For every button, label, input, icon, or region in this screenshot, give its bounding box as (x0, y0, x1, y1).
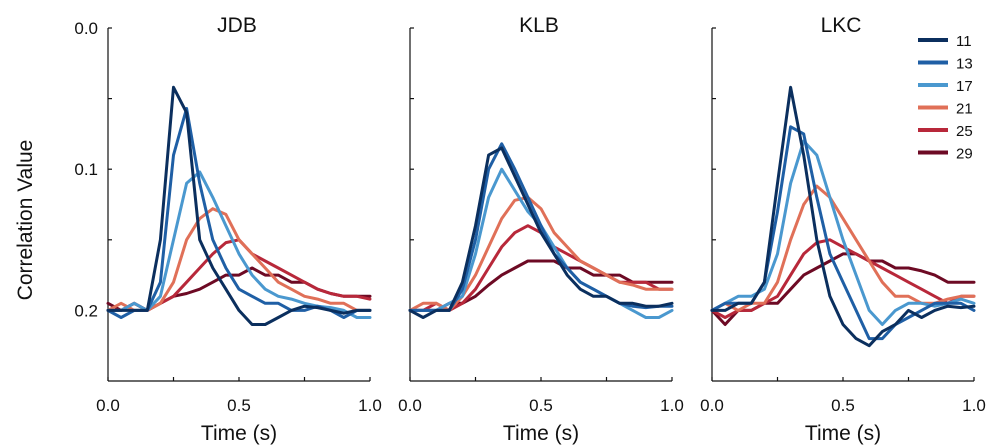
panel-lkc: 0.0 0.5 1.0 Time (s) LKC (700, 14, 986, 445)
series-line-25 (710, 238, 976, 319)
figure-ylabel: Correlation Value (14, 140, 37, 301)
series-line-13 (106, 107, 372, 319)
series-line-17 (106, 170, 372, 319)
legend-label-29: 29 (956, 146, 973, 163)
y-tick-label: 0.0 (74, 19, 98, 38)
legend: 11 13 17 21 25 29 (918, 33, 973, 163)
series-line-29 (710, 252, 976, 326)
series-line-17 (408, 167, 674, 319)
series-line-11 (710, 85, 976, 348)
legend-label-13: 13 (956, 56, 973, 73)
series-line-25 (408, 224, 674, 312)
x-tick-label: 1.0 (962, 396, 986, 415)
x-axis-title: Time (s) (201, 422, 277, 445)
y-tick-label: 0.1 (74, 160, 98, 179)
panel-jdb: 0.0 0.1 0.2 0.0 0.5 1.0 Time (s) JDB (74, 14, 381, 445)
panel-title: KLB (519, 14, 559, 37)
panel-klb: 0.0 0.5 1.0 Time (s) KLB (398, 14, 684, 445)
series-line-11 (408, 146, 674, 319)
legend-label-11: 11 (956, 33, 972, 50)
x-tick-label: 0.0 (398, 396, 422, 415)
series-line-21 (710, 184, 976, 312)
legend-label-25: 25 (956, 123, 973, 140)
x-tick-label: 0.5 (227, 396, 251, 415)
x-tick-label: 0.0 (96, 396, 120, 415)
x-axis-title: Time (s) (503, 422, 579, 445)
series-line-21 (106, 207, 372, 312)
panels: 0.0 0.1 0.2 0.0 0.5 1.0 Time (s) JDB 0.0 0.5 1.0 Ti… (74, 14, 985, 445)
panel-title: JDB (217, 14, 257, 37)
legend-label-17: 17 (956, 78, 973, 95)
series-line-21 (408, 195, 674, 312)
panel-title: LKC (821, 14, 862, 37)
series-line-11 (106, 85, 372, 326)
x-tick-label: 0.5 (529, 396, 553, 415)
x-axis-title: Time (s) (805, 422, 881, 445)
y-tick-label: 0.2 (74, 301, 98, 320)
x-tick-label: 0.5 (831, 396, 855, 415)
x-tick-label: 1.0 (358, 396, 382, 415)
x-tick-label: 0.0 (700, 396, 724, 415)
x-tick-label: 1.0 (660, 396, 684, 415)
legend-label-21: 21 (956, 101, 973, 118)
